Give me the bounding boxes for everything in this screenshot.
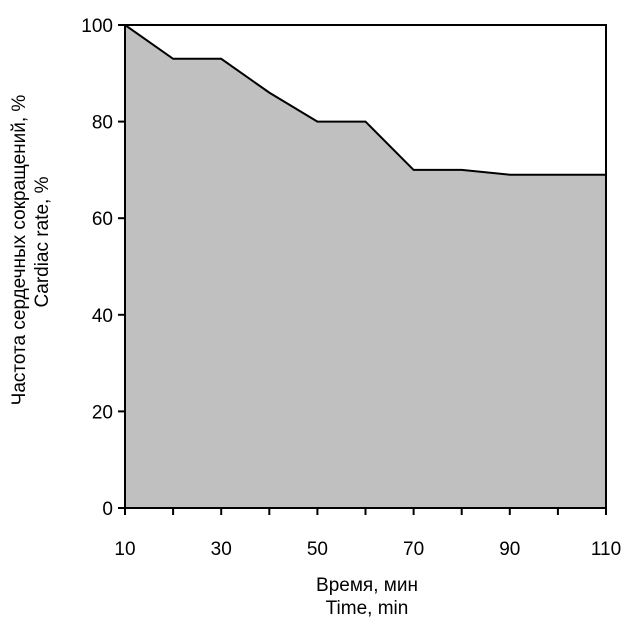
x-tick-label-110: 110 xyxy=(591,539,621,560)
plot-area xyxy=(124,24,606,508)
x-axis-title-line-1: Время, мин xyxy=(316,575,418,596)
x-tick-label-70: 70 xyxy=(403,539,424,560)
x-tick-label-10: 10 xyxy=(114,539,135,560)
x-axis-title-line-2: Time, min xyxy=(326,598,409,619)
axis-labels: Время, мин Time, min Частота сердечных с… xyxy=(9,95,418,619)
axes: 0 20 40 60 80 100 10 30 50 70 90 110 xyxy=(81,16,621,560)
y-tick-label-60: 60 xyxy=(92,209,113,230)
y-tick-label-100: 100 xyxy=(81,16,113,37)
y-tick-label-80: 80 xyxy=(92,113,113,134)
y-axis-title-line-1: Частота сердечных сокращений, % xyxy=(9,95,30,406)
y-tick-label-0: 0 xyxy=(102,499,113,520)
series-line-0 xyxy=(124,24,606,176)
y-tick-label-20: 20 xyxy=(92,402,113,423)
x-tick-label-90: 90 xyxy=(499,539,520,560)
y-axis-title-line-2: Cardiac rate, % xyxy=(32,176,53,307)
x-tick-label-50: 50 xyxy=(307,539,328,560)
series-area-0 xyxy=(125,25,606,508)
y-tick-label-40: 40 xyxy=(92,306,113,327)
x-tick-label-30: 30 xyxy=(211,539,232,560)
